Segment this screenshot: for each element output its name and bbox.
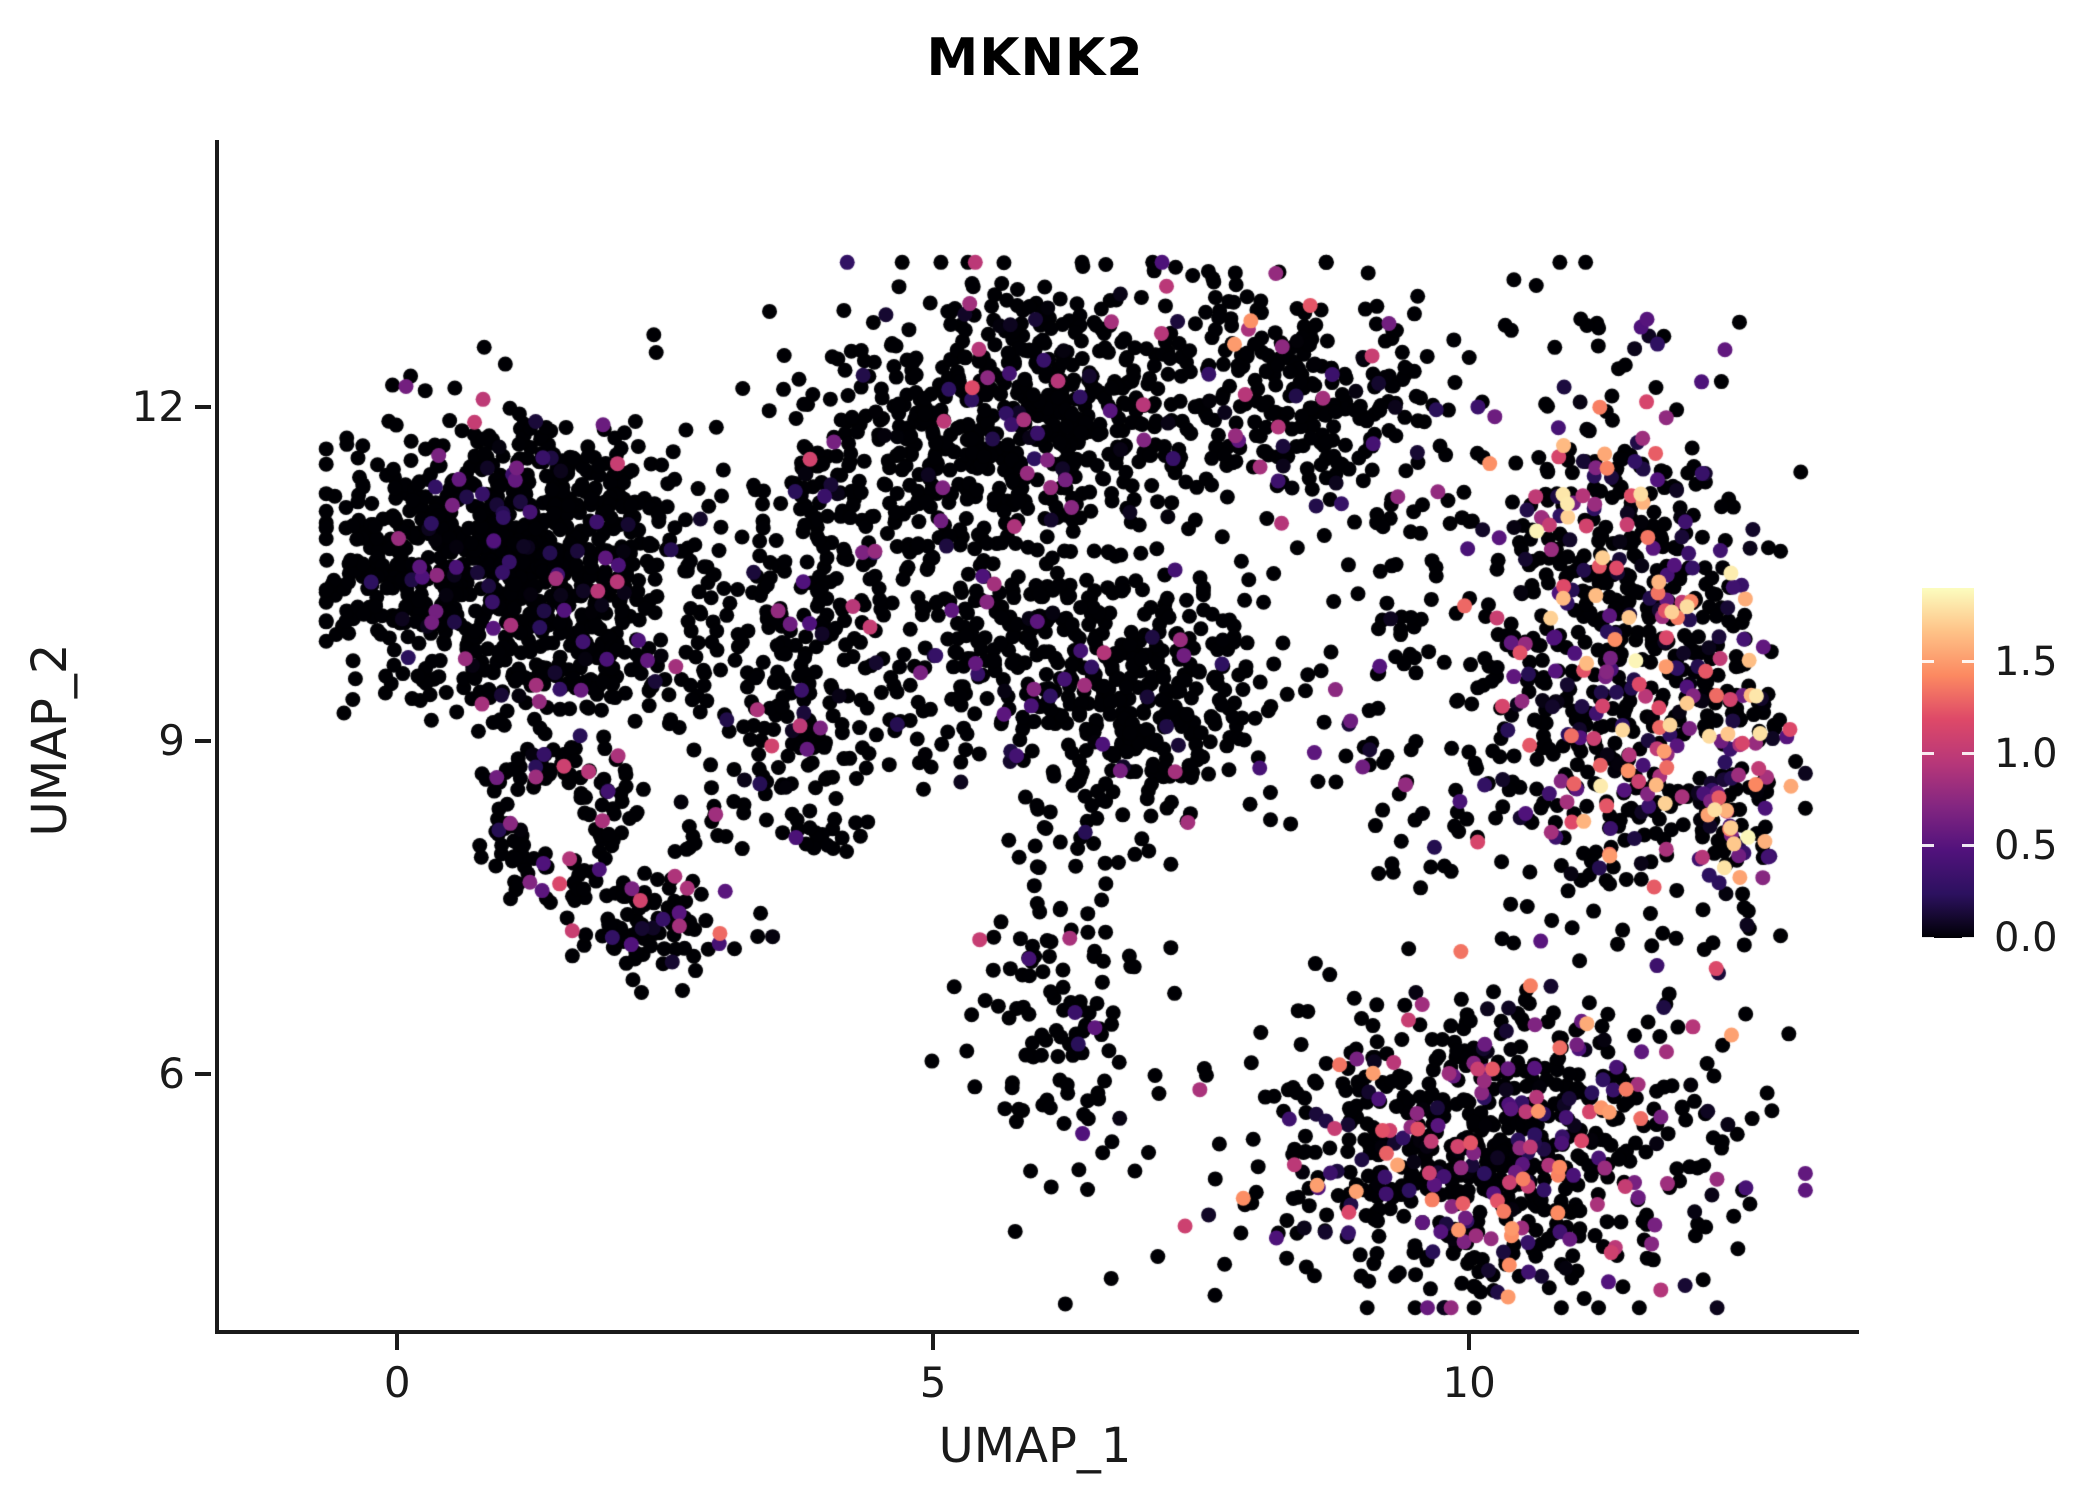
plot-title: MKNK2 [926,28,1144,88]
y-tick-mark [195,738,211,743]
colorbar-tick-label: 1.5 [1994,638,2058,685]
colorbar-tick-mark [1962,936,1974,940]
colorbar-tick-mark [1922,660,1934,664]
colorbar-gradient [1922,588,1974,938]
plot-area [215,140,1859,1334]
y-tick-label: 9 [158,715,185,765]
colorbar-tick-mark [1922,936,1934,940]
colorbar-tick-mark [1962,752,1974,756]
y-tick-label: 6 [158,1049,185,1099]
x-tick-mark [931,1334,936,1350]
x-tick-label: 5 [919,1358,947,1407]
x-axis-label: UMAP_1 [938,1418,1132,1474]
colorbar-tick-mark [1922,752,1934,756]
colorbar-tick-mark [1962,844,1974,848]
x-tick-label: 0 [383,1358,411,1407]
y-tick-label: 12 [131,381,185,431]
expression-colorbar: 0.0 0.5 1.0 1.5 [1922,588,2092,960]
colorbar-tick-mark [1922,844,1934,848]
colorbar-tick-label: 0.5 [1994,822,2058,869]
y-tick-mark [195,1072,211,1077]
colorbar-tick-mark [1962,660,1974,664]
x-tick-mark [1467,1334,1472,1350]
x-tick-mark [395,1334,400,1350]
scatter-points-canvas [219,140,1859,1330]
colorbar-tick-label: 0.0 [1994,915,2058,961]
colorbar-tick-label: 1.0 [1994,730,2058,777]
x-tick-label: 10 [1442,1358,1496,1407]
y-tick-mark [195,404,211,409]
